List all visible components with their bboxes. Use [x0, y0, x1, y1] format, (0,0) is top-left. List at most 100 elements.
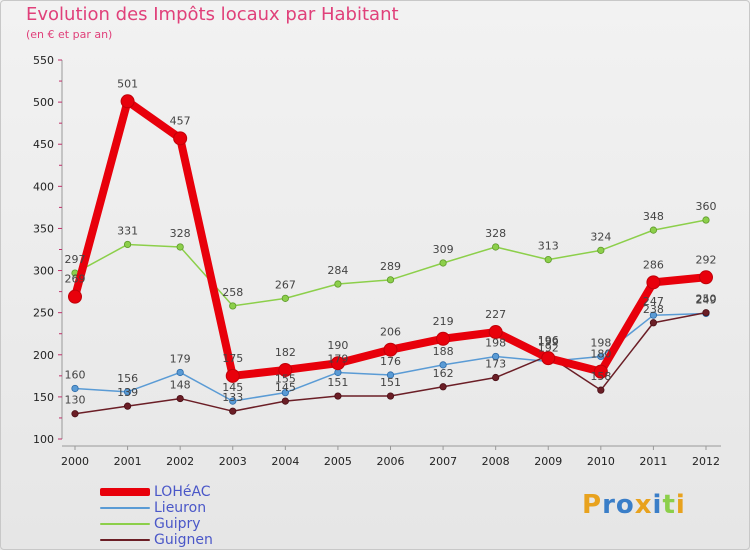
- data-point-lohéac: [593, 364, 608, 379]
- data-label-guignen: 139: [117, 386, 138, 399]
- data-label-lohéac: 219: [433, 315, 454, 328]
- data-label-lohéac: 292: [696, 253, 717, 266]
- data-label-lieuron: 249: [696, 294, 717, 307]
- data-point-guipry: [649, 226, 658, 234]
- data-point-guipry: [123, 240, 132, 249]
- data-point-lohéac: [383, 342, 398, 357]
- data-label-lieuron: 247: [643, 295, 664, 308]
- data-point-lieuron: [597, 352, 605, 361]
- x-tick-label: 2012: [692, 455, 720, 468]
- data-point-guignen: [649, 319, 658, 327]
- data-label-lieuron: 155: [275, 373, 296, 386]
- legend-swatch-lohéac: [100, 488, 150, 496]
- data-label-lieuron: 198: [485, 336, 506, 349]
- data-label-lieuron: 176: [380, 355, 401, 368]
- data-label-guignen: 173: [485, 358, 506, 371]
- data-label-guipry: 258: [222, 286, 243, 299]
- data-point-guignen: [597, 386, 605, 394]
- y-tick-label: 200: [33, 349, 54, 362]
- data-label-guignen: 151: [327, 376, 348, 389]
- data-point-lohéac: [225, 368, 240, 383]
- data-label-lohéac: 457: [170, 114, 191, 127]
- data-label-guignen: 133: [222, 391, 243, 404]
- data-point-lohéac: [173, 131, 188, 146]
- data-label-guignen: 130: [65, 394, 86, 407]
- y-tick-label: 100: [33, 433, 54, 446]
- proxiti-logo: Proxiti: [582, 490, 686, 520]
- y-tick-label: 450: [33, 138, 54, 151]
- data-label-lieuron: 156: [117, 372, 138, 385]
- x-tick-label: 2005: [324, 455, 352, 468]
- data-label-lieuron: 192: [538, 342, 559, 355]
- data-label-lohéac: 190: [327, 339, 348, 352]
- data-label-guipry: 289: [380, 260, 401, 273]
- data-point-guipry: [229, 302, 237, 310]
- data-label-guipry: 360: [696, 200, 717, 213]
- legend-swatch-guipry: [100, 523, 150, 525]
- legend-label: LOHéAC: [154, 484, 211, 500]
- data-label-lieuron: 179: [170, 352, 191, 365]
- data-point-lohéac: [120, 94, 135, 109]
- data-label-lohéac: 206: [380, 326, 401, 339]
- data-label-guignen: 162: [433, 367, 454, 380]
- data-point-lieuron: [281, 389, 289, 397]
- x-tick-label: 2010: [587, 455, 615, 468]
- data-label-guipry: 331: [117, 224, 138, 237]
- data-point-guignen: [229, 407, 237, 415]
- data-point-lieuron: [386, 371, 395, 379]
- data-point-guignen: [176, 394, 184, 403]
- y-tick-label: 500: [33, 96, 54, 109]
- y-tick-label: 550: [33, 54, 54, 67]
- logo-letter: i: [652, 490, 663, 520]
- data-label-guipry: 324: [590, 230, 611, 243]
- data-label-lieuron: 145: [222, 381, 243, 394]
- data-point-lieuron: [176, 368, 184, 377]
- data-label-guipry: 267: [275, 278, 296, 291]
- data-label-guipry: 297: [65, 253, 86, 266]
- data-label-guignen: 238: [643, 303, 664, 316]
- legend-swatch-lieuron: [100, 507, 150, 509]
- data-point-guipry: [702, 216, 710, 224]
- y-tick-label: 150: [33, 391, 54, 404]
- data-label-guipry: 348: [643, 210, 664, 223]
- x-tick-label: 2003: [219, 455, 247, 468]
- chart-subtitle: (en € et par an): [26, 28, 113, 41]
- data-point-lieuron: [71, 384, 79, 393]
- data-point-lieuron: [492, 352, 500, 361]
- legend-label: Lieuron: [154, 500, 207, 516]
- data-label-guignen: 250: [696, 293, 717, 306]
- x-tick-label: 2004: [271, 455, 299, 468]
- data-label-lohéac: 286: [643, 258, 664, 271]
- data-point-guignen: [281, 397, 289, 405]
- data-point-guignen: [492, 373, 500, 382]
- data-point-guignen: [702, 309, 710, 317]
- data-point-guignen: [123, 402, 132, 410]
- legend-label: Guipry: [154, 516, 201, 532]
- data-label-guignen: 151: [380, 376, 401, 389]
- data-point-guignen: [334, 392, 342, 400]
- x-tick-label: 2008: [482, 455, 510, 468]
- data-point-lohéac: [646, 275, 661, 290]
- data-label-lohéac: 175: [222, 352, 243, 365]
- x-tick-label: 2001: [114, 455, 142, 468]
- data-label-guipry: 313: [538, 240, 559, 253]
- x-tick-label: 2007: [429, 455, 457, 468]
- data-point-lohéac: [541, 351, 556, 366]
- data-point-guipry: [281, 294, 289, 302]
- data-point-lohéac: [68, 289, 82, 304]
- data-point-guipry: [386, 276, 395, 284]
- x-tick-label: 2000: [61, 455, 89, 468]
- data-label-guignen: 199: [538, 336, 559, 349]
- logo-letter: P: [582, 490, 603, 520]
- chart-title: Evolution des Impôts locaux par Habitant: [26, 4, 399, 25]
- data-point-guignen: [386, 392, 395, 400]
- x-tick-label: 2011: [639, 455, 667, 468]
- data-label-guipry: 328: [485, 227, 506, 240]
- y-tick-label: 350: [33, 222, 54, 235]
- data-label-lohéac: 269: [65, 273, 86, 286]
- data-point-lieuron: [123, 388, 132, 396]
- data-label-lohéac: 501: [117, 77, 138, 90]
- data-point-lieuron: [649, 311, 658, 319]
- data-point-guipry: [597, 246, 605, 254]
- data-point-lieuron: [229, 397, 237, 405]
